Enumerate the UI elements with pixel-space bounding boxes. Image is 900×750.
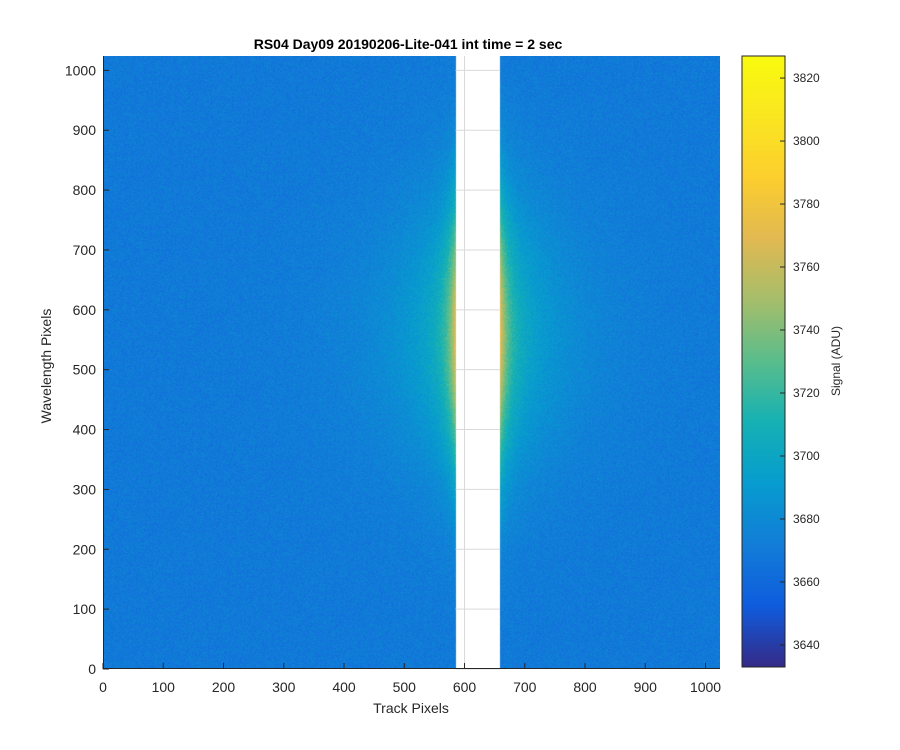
y-tick-label-10: 1000	[65, 62, 96, 78]
y-tick-label-5: 500	[73, 362, 97, 378]
colorbar-tick-label-6: 3760	[793, 260, 820, 274]
y-tick-label-8: 800	[73, 182, 97, 198]
colorbar-tick-label-8: 3800	[793, 134, 820, 148]
x-tick-label-8: 800	[573, 679, 597, 695]
colorbar-tick-label-3: 3700	[793, 449, 820, 463]
colorbar-label: Signal (ADU)	[829, 326, 843, 396]
x-tick-label-0: 0	[99, 679, 107, 695]
y-axis-ticks: 0 100 200 300 400 500 600 700 800 900 1000	[65, 62, 109, 677]
y-tick-label-6: 600	[73, 302, 97, 318]
x-tick-label-9: 900	[634, 679, 658, 695]
chart-title: RS04 Day09 20190206-Lite-041 int time = …	[254, 36, 563, 52]
plot-area: 0 100 200 300 400 500 600 700 800 900 1000 0 100 200…	[65, 56, 721, 695]
y-tick-label-1: 100	[73, 601, 97, 617]
x-tick-label-3: 300	[272, 679, 296, 695]
heatmap-image	[103, 56, 720, 669]
gridlines	[455, 56, 500, 670]
x-tick-label-5: 500	[393, 679, 417, 695]
colorbar-gradient	[741, 55, 786, 668]
x-tick-label-6: 600	[453, 679, 477, 695]
x-tick-label-10: 1000	[690, 679, 721, 695]
colorbar-tick-label-0: 3640	[793, 638, 820, 652]
x-axis-label: Track Pixels	[373, 700, 449, 716]
colorbar: 3640 3660 3680 3700 3720 3740 3760 3780 3800 3820…	[741, 55, 843, 668]
y-tick-label-3: 300	[73, 481, 97, 497]
colorbar-tick-label-2: 3680	[793, 512, 820, 526]
y-tick-label-4: 400	[73, 422, 97, 438]
heatmap-image-container	[103, 56, 720, 669]
x-tick-label-7: 700	[513, 679, 537, 695]
x-tick-label-2: 200	[212, 679, 236, 695]
y-tick-label-2: 200	[73, 541, 97, 557]
colorbar-tick-label-1: 3660	[793, 575, 820, 589]
colorbar-tick-label-5: 3740	[793, 323, 820, 337]
colorbar-ticks: 3640 3660 3680 3700 3720 3740 3760 3780 3800 3820	[780, 71, 820, 652]
y-tick-label-9: 900	[73, 122, 97, 138]
x-tick-label-4: 400	[332, 679, 356, 695]
x-tick-label-1: 100	[152, 679, 176, 695]
y-axis-label: Wavelength Pixels	[38, 309, 54, 424]
colorbar-tick-label-9: 3820	[793, 71, 820, 85]
y-tick-label-0: 0	[88, 661, 96, 677]
x-axis-ticks: 0 100 200 300 400 500 600 700 800 900 1000	[99, 663, 721, 695]
colorbar-tick-label-7: 3780	[793, 197, 820, 211]
colorbar-tick-label-4: 3720	[793, 386, 820, 400]
y-tick-label-7: 700	[73, 242, 97, 258]
